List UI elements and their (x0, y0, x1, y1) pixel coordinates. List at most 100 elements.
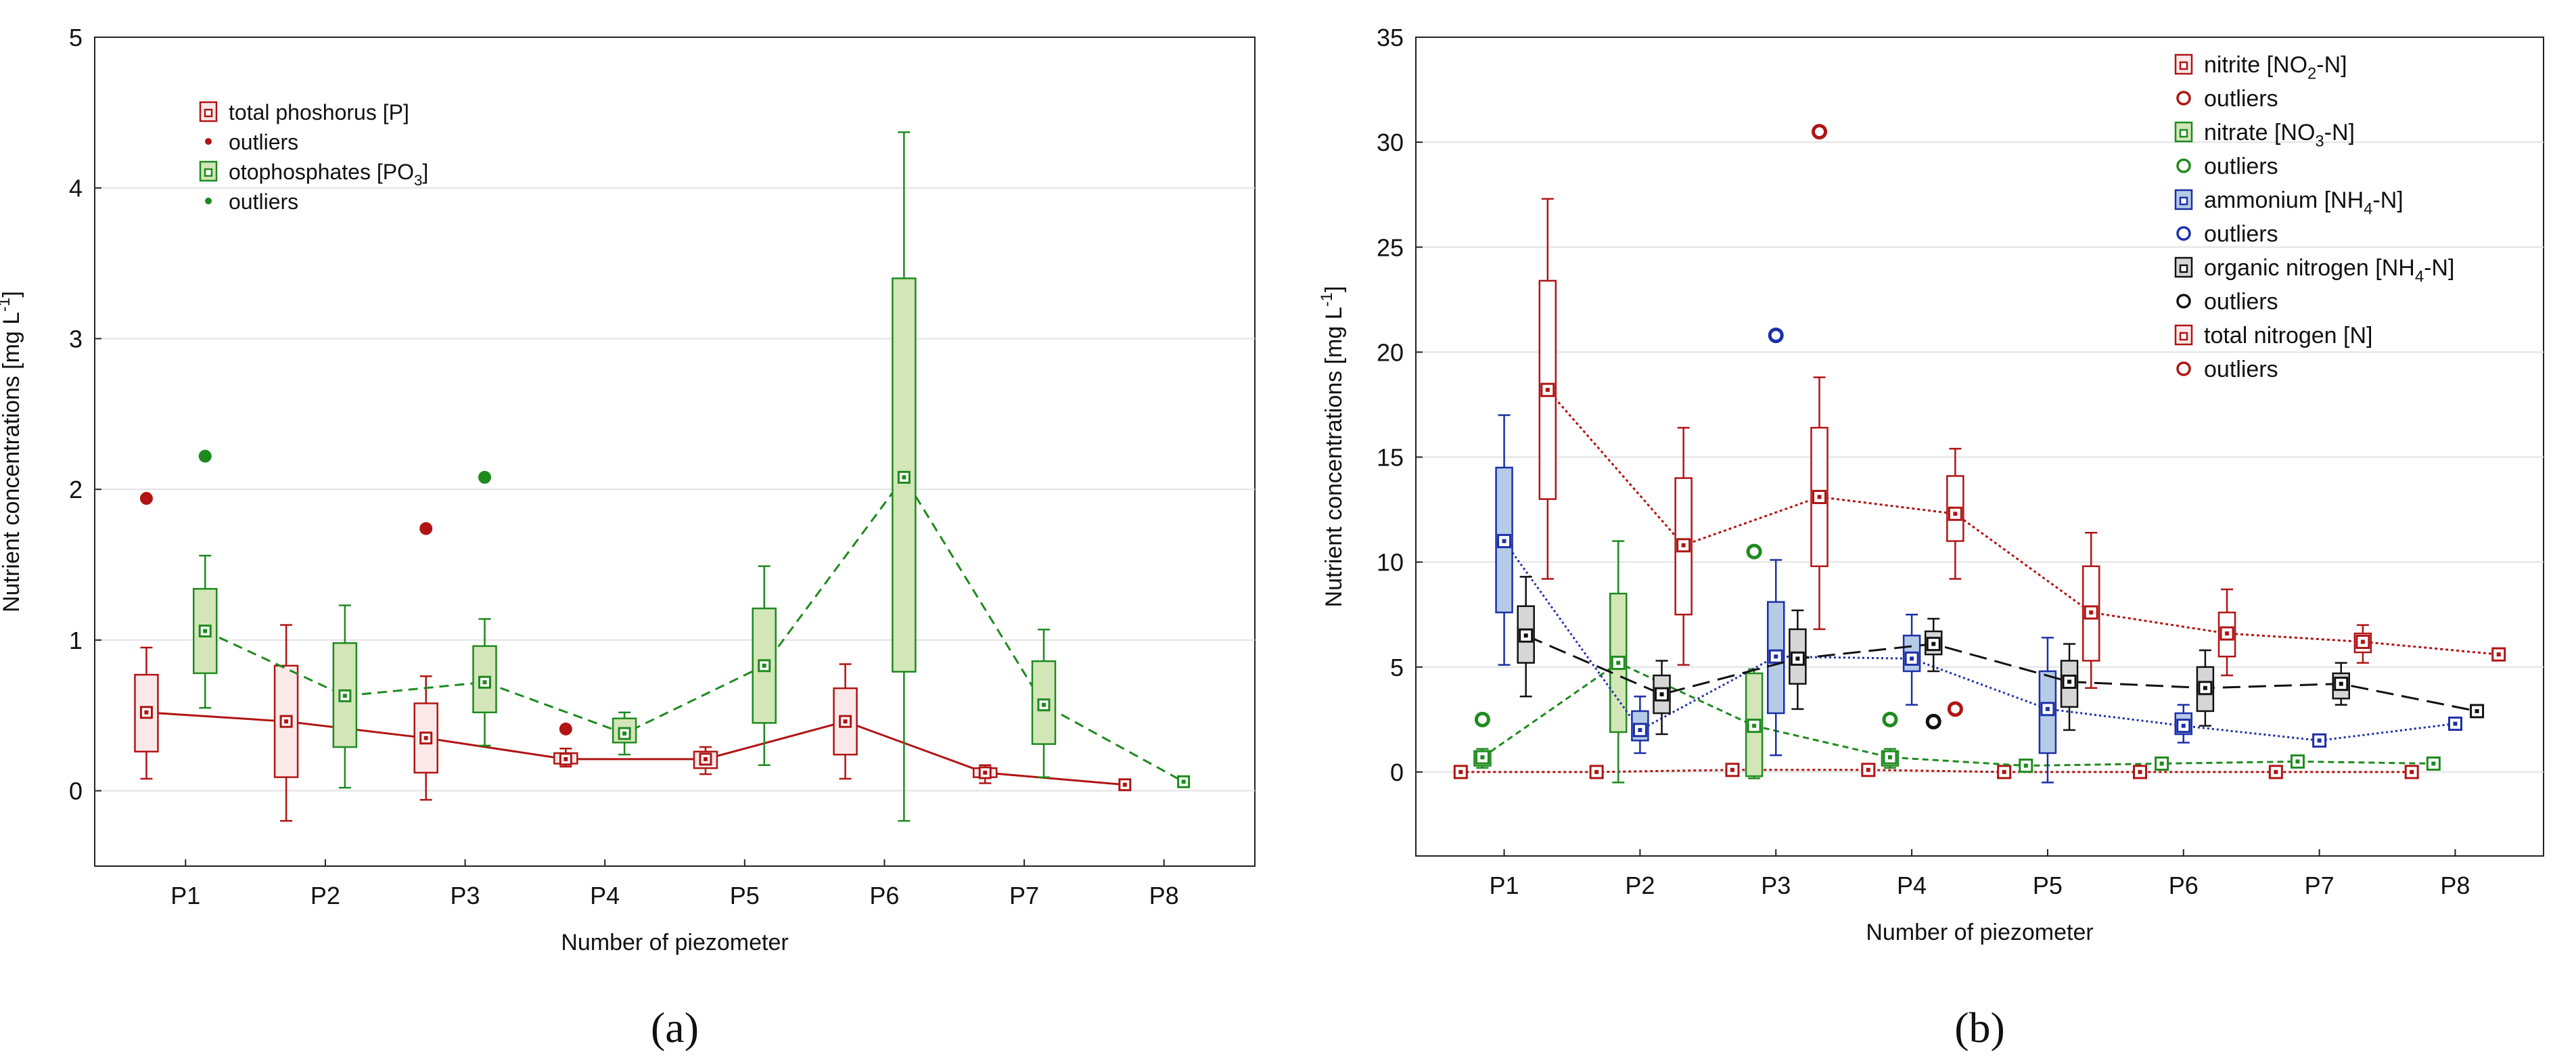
legend-label-subscript: 3 (2315, 133, 2324, 151)
legend-label-text: outliers (2204, 221, 2278, 247)
legend-label-text: otophosphates [PO (229, 160, 414, 184)
box (273, 664, 299, 778)
median-dot (1502, 539, 1506, 543)
y-tick-label: 10 (1377, 549, 1404, 577)
y-axis-title: Nutrient concentrations [mg L-1] (1318, 286, 1347, 608)
legend-label: nitrate [NO3-N] (2204, 120, 2355, 151)
x-tick-label: P5 (730, 882, 760, 909)
legend-entry: ammonium [NH4-N] (2174, 187, 2404, 219)
median-dot (1523, 633, 1528, 638)
y-tick-label: 0 (69, 777, 83, 805)
outlier-point (1925, 713, 1941, 729)
legend-median-swatch (2179, 332, 2188, 341)
outlier-point (478, 470, 491, 484)
x-tick-label: P1 (170, 882, 200, 909)
median-dot (2431, 761, 2436, 766)
legend-label-subscript: 4 (2364, 200, 2372, 219)
legend-entry: organic nitrogen [NH4-N] (2174, 255, 2454, 286)
x-tick-label: P1 (1490, 872, 1519, 899)
median-dot (2067, 679, 2072, 684)
median-dot (1817, 495, 1822, 499)
median-dot (2475, 708, 2479, 713)
x-tick-label: P7 (2305, 872, 2334, 899)
median-dot (2045, 706, 2050, 711)
median-dot (1887, 755, 1892, 760)
legend-ring-swatch (2176, 361, 2191, 376)
legend-label-subscript: 3 (414, 172, 422, 189)
legend-label-subscript: 2 (2307, 65, 2316, 83)
median-dot (2274, 769, 2278, 774)
legend-label-text: outliers (2204, 357, 2278, 382)
legend-label-text: nitrite [NO (2204, 52, 2307, 78)
outlier-point (1882, 711, 1898, 727)
legend-ring-swatch (2176, 158, 2191, 173)
median-dot (2360, 639, 2365, 644)
legend-entry: outliers (2176, 357, 2278, 382)
x-tick-label: P6 (2169, 872, 2199, 899)
legend-label-suffix: -N] (2324, 120, 2355, 145)
median-dot (1616, 660, 1621, 665)
median-dot (2159, 761, 2164, 766)
legend-label-text: outliers (229, 189, 298, 214)
legend-entry: nitrite [NO2-N] (2174, 52, 2347, 83)
legend-median-swatch (204, 168, 213, 177)
legend-ring-swatch (2176, 91, 2191, 106)
x-tick-label: P3 (451, 882, 480, 909)
panel-b-chart: 0 5 10 15 20 25 30 35 P1 P2 P3 P4 P5 P6 P7 P8 Number of … (1318, 24, 2544, 1052)
legend-label: total nitrogen [N] (2204, 323, 2372, 348)
median-dot (2002, 769, 2006, 774)
median-dot (2410, 769, 2414, 774)
y-tick-label: 3 (69, 325, 83, 353)
y-axis-title-superscript: -1 (0, 298, 14, 312)
legend-label-text: outliers (2204, 86, 2278, 112)
legend-entry: nitrate [NO3-N] (2174, 120, 2355, 151)
legend-dot-swatch (205, 198, 212, 204)
median-dot (1681, 543, 1686, 547)
x-tick-label: P2 (1625, 872, 1655, 899)
median-dot (1659, 692, 1664, 697)
median-dot (1752, 723, 1757, 728)
legend-entry: outliers (205, 130, 298, 154)
median-dot (622, 731, 627, 736)
y-axis-title-text: Nutrient concentrations [mg L (1321, 307, 1347, 607)
median-dot (2339, 681, 2343, 686)
median-dot (2496, 652, 2501, 657)
x-tick-label: P3 (1761, 872, 1791, 899)
y-tick-label: 5 (1390, 654, 1404, 681)
plot-frame (1415, 37, 2544, 857)
outlier-point (1746, 543, 1762, 560)
legend-label-suffix: ] (422, 160, 428, 184)
y-tick-label: 0 (1390, 759, 1404, 786)
outlier-point (419, 522, 433, 535)
legend-label-text: nitrate [NO (2204, 120, 2315, 145)
median-dot (2023, 763, 2028, 768)
y-tick-label: 25 (1377, 233, 1404, 261)
x-axis-title: Number of piezometer (1866, 920, 2093, 945)
series-4 (1538, 124, 2506, 717)
legend-label: ammonium [NH4-N] (2204, 187, 2404, 219)
legend-label: outliers (229, 130, 298, 154)
series-1 (192, 131, 1191, 822)
x-tick-label: P4 (590, 882, 620, 909)
legend-label-text: outliers (229, 130, 298, 154)
series-1 (1473, 540, 2441, 784)
series-0 (1453, 763, 2419, 780)
median-dot (2203, 685, 2207, 690)
box (413, 702, 438, 774)
legend-median-swatch (204, 108, 213, 118)
y-tick-label: 30 (1377, 129, 1404, 156)
y-tick-label: 20 (1377, 338, 1404, 366)
median-dot (983, 770, 988, 775)
median-dot (1458, 769, 1463, 774)
legend-label-text: organic nitrogen [NH (2204, 255, 2415, 281)
panel-label: (b) (1954, 1003, 2005, 1052)
legend-entry: total nitrogen [N] (2174, 323, 2372, 348)
legend-label-text: total nitrogen [N] (2204, 323, 2372, 348)
legend-label: outliers (2204, 289, 2278, 315)
median-dot (2225, 631, 2230, 636)
median-dot (564, 757, 568, 761)
legend-label: outliers (2204, 86, 2278, 112)
median-dot (1730, 767, 1734, 772)
x-tick-label: P5 (2033, 872, 2063, 899)
